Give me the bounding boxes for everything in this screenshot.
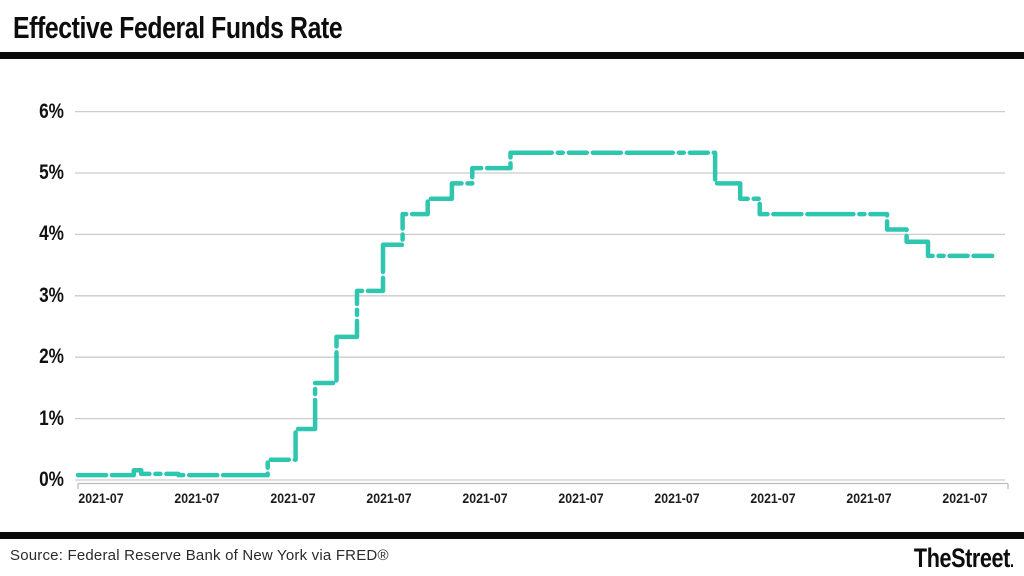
brand-logo-text: TheStreet [914,543,1011,573]
y-axis-label: 6% [39,99,64,123]
footer-divider [0,532,1024,539]
y-axis-label: 1% [39,406,64,430]
x-axis-label: 2021-07 [942,490,988,506]
brand-logo: TheStreet. [914,543,1014,574]
y-axis-label: 3% [39,283,64,307]
y-axis-label: 4% [39,222,64,246]
x-axis-label: 2021-07 [270,490,316,506]
x-axis-label: 2021-07 [462,490,508,506]
grid-lines [75,110,1005,481]
brand-logo-dot: . [1010,551,1014,571]
x-axis-label: 2021-07 [654,490,700,506]
rate-step-line [75,150,995,478]
x-axis-label: 2021-07 [750,490,796,506]
x-axis-label: 2021-07 [366,490,412,506]
x-axis-label: 2021-07 [558,490,604,506]
source-note: Source: Federal Reserve Bank of New York… [10,547,389,564]
header-divider [0,52,1024,59]
y-axis-label: 2% [39,345,64,369]
x-axis-label: 2021-07 [846,490,892,506]
y-axis-label: 5% [39,161,64,184]
x-axis-label: 2021-07 [174,490,220,506]
page-title: Effective Federal Funds Rate [13,10,343,45]
y-axis-label: 0% [39,468,64,491]
effr-line-path [75,150,995,478]
x-axis [77,482,1009,489]
x-axis-label: 2021-07 [78,490,124,506]
